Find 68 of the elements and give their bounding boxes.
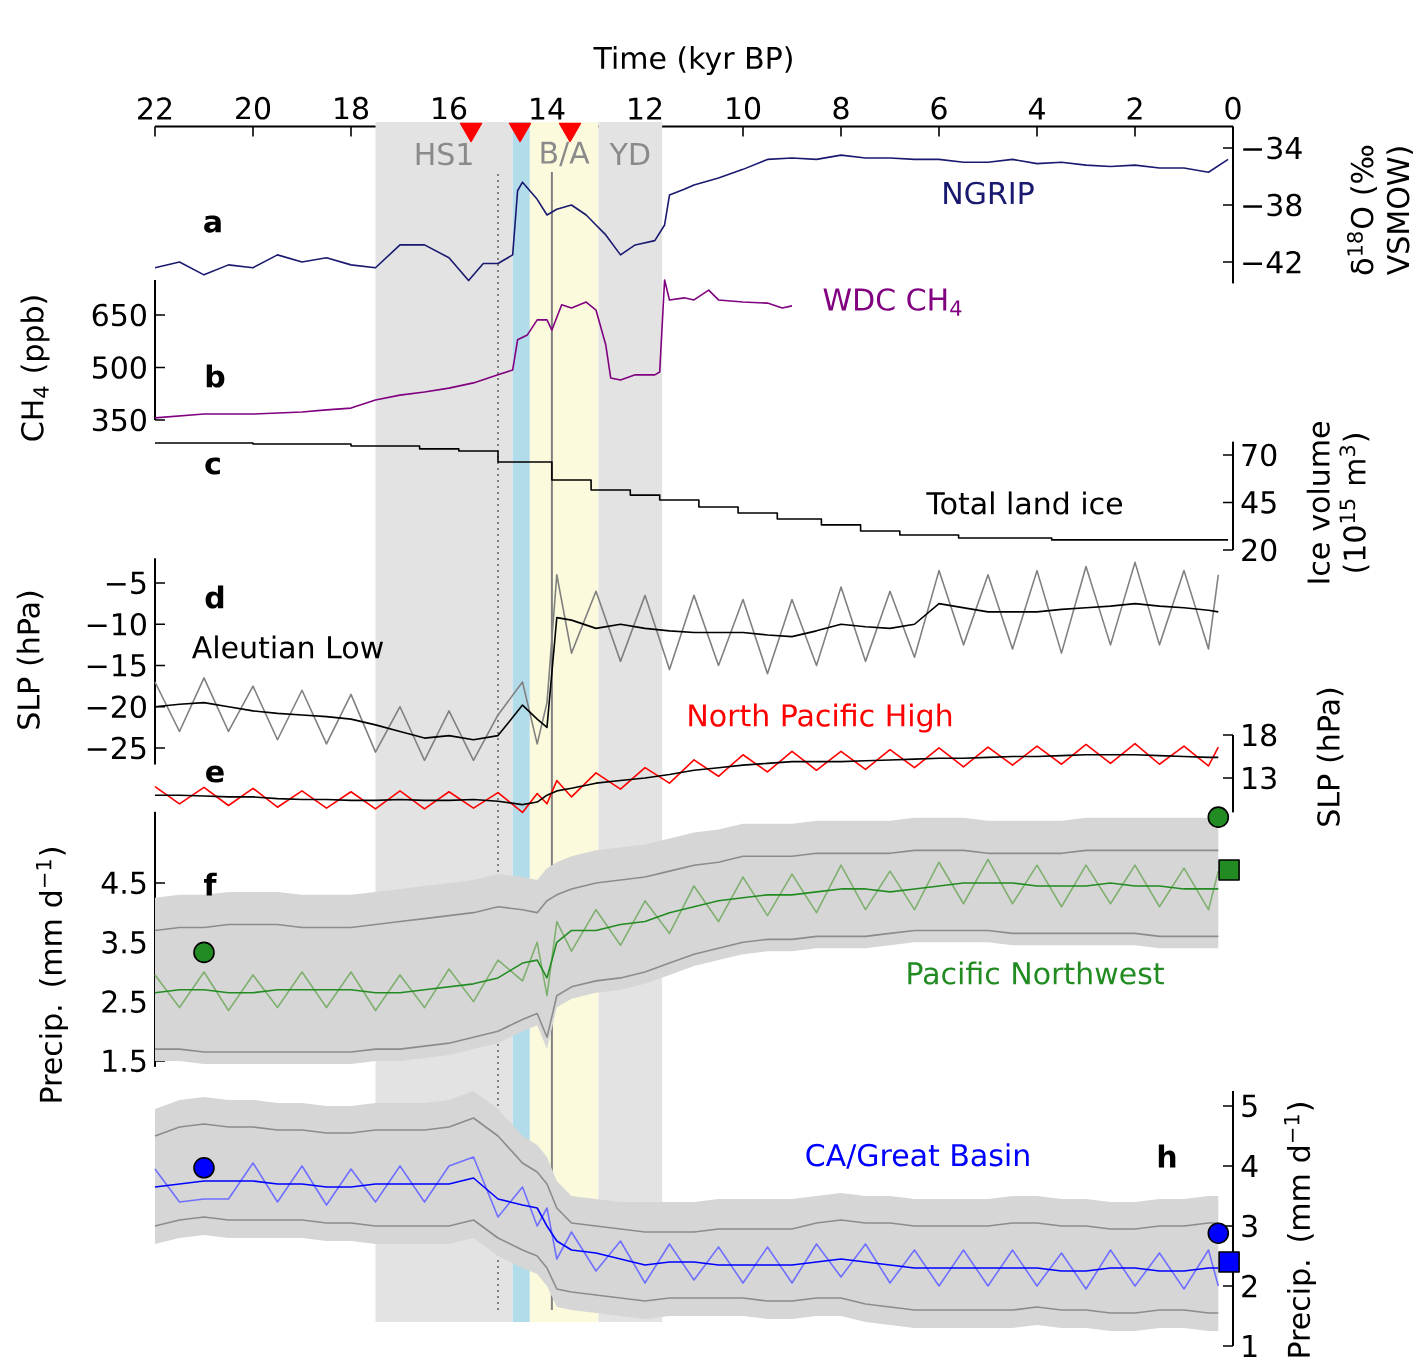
band-label: HS1 xyxy=(416,142,472,166)
x-tick-label: 12 xyxy=(629,97,662,120)
x-tick-label: 10 xyxy=(727,96,761,120)
text: Pacific Northwest xyxy=(908,961,1164,985)
y-tick-label: −34 xyxy=(1243,136,1302,160)
text: e xyxy=(206,765,224,783)
y-axis-title: Precip. (mm d$^{−1}$) xyxy=(1284,1103,1316,1357)
y-tick-label: 20 xyxy=(1242,538,1277,562)
y-tick-label: −20 xyxy=(87,695,146,719)
y-tick-label: 13 xyxy=(1243,766,1276,790)
x-tick-label: 18 xyxy=(335,96,369,120)
y-axis-title: SLP (hPa) xyxy=(1316,688,1344,826)
y-tick-label: −5 xyxy=(106,571,146,595)
point xyxy=(1218,859,1240,881)
y-tick-label: 650 xyxy=(92,303,146,327)
y-tick-label: 350 xyxy=(92,408,146,432)
text: h xyxy=(1158,1144,1176,1168)
text: d xyxy=(205,585,224,609)
band-label: YD xyxy=(609,143,650,165)
y-tick-label: 1.5 xyxy=(103,1049,146,1073)
y-axis-title: CH$_{4}$ (ppb) xyxy=(20,296,50,441)
y-tick-label: −15 xyxy=(87,654,146,677)
point xyxy=(193,1157,215,1179)
text: b xyxy=(206,364,225,388)
x-tick-label: 6 xyxy=(931,96,947,120)
y-axis-title: SLP (hPa) xyxy=(16,591,44,729)
y-tick-label: 4 xyxy=(1241,1155,1258,1177)
point xyxy=(1218,1251,1240,1273)
x-tick-label: 8 xyxy=(833,96,849,120)
x-tick-label: 4 xyxy=(1028,97,1045,120)
band-label: B/A xyxy=(541,141,590,167)
line-series xyxy=(154,279,793,419)
x-tick-label: 22 xyxy=(138,97,172,120)
text: f xyxy=(204,872,217,896)
x-tick-label: 20 xyxy=(236,96,271,120)
text: a xyxy=(204,215,221,233)
y-tick-label: 70 xyxy=(1242,443,1277,467)
x-tick-label: 0 xyxy=(1225,96,1241,120)
x-axis-title: Time (kyr BP) xyxy=(593,46,792,76)
series-label: Total land ice xyxy=(926,491,1123,515)
y-tick-label: 5 xyxy=(1242,1094,1257,1118)
x-tick-label: 2 xyxy=(1127,97,1142,120)
chart-title: c xyxy=(205,457,220,475)
series-label: Aleutian Low xyxy=(191,635,383,659)
y-tick-label: 2 xyxy=(1242,1274,1257,1298)
y-tick-label: −38 xyxy=(1243,193,1302,217)
text: CA/Great Basin xyxy=(806,1143,1029,1169)
y-tick-label: −25 xyxy=(87,736,146,760)
x-tick-label: 14 xyxy=(531,97,565,120)
line-series xyxy=(154,742,1220,814)
y-tick-label: 45 xyxy=(1241,491,1276,514)
series-label: WDC CH$_{4}$ xyxy=(823,288,962,316)
y-tick-label: −42 xyxy=(1243,250,1301,274)
y-tick-label: 500 xyxy=(92,356,146,379)
y-tick-label: 2.5 xyxy=(102,990,146,1013)
y-tick-label: 4.5 xyxy=(101,871,146,895)
x-tick-label: 16 xyxy=(433,96,467,120)
y-axis-title: Precip. (mm d$^{−1}$) xyxy=(35,848,68,1102)
y-tick-label: −10 xyxy=(87,612,146,636)
y-tick-label: 18 xyxy=(1243,723,1277,747)
point xyxy=(1207,806,1230,828)
series-label: NGRIP xyxy=(944,181,1034,205)
point xyxy=(1207,1222,1230,1244)
series-label: North Pacific High xyxy=(689,703,952,733)
y-tick-label: 1 xyxy=(1243,1335,1257,1357)
y-tick-label: 3.5 xyxy=(102,930,146,954)
point xyxy=(193,941,215,964)
y-tick-label: 3 xyxy=(1242,1214,1257,1238)
